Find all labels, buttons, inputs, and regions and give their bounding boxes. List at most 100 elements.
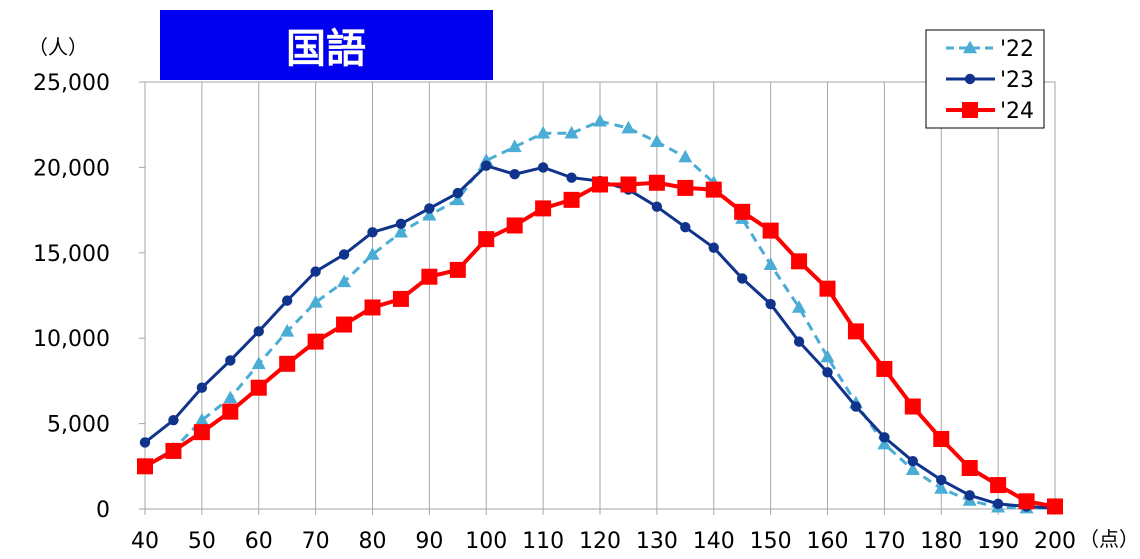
data-point [223, 390, 238, 404]
data-point [648, 174, 665, 191]
data-point [879, 432, 890, 443]
series-2 [137, 174, 1063, 515]
data-point [165, 442, 182, 459]
data-point [850, 401, 862, 412]
x-tick-label: 190 [977, 529, 1019, 554]
y-tick-label: 0 [96, 498, 110, 523]
x-tick-label: 180 [920, 529, 962, 554]
legend-marker [964, 73, 976, 85]
data-point [933, 430, 950, 447]
data-point [336, 316, 353, 333]
data-point [819, 280, 836, 297]
data-point [877, 436, 892, 450]
data-point [992, 498, 1004, 510]
x-tick-labels: 40 50 60 70 80 90 100 110 120 130 140 150 160 170 180 1… [131, 509, 1076, 554]
x-tick-label: 100 [465, 529, 507, 554]
x-tick-label: 160 [807, 529, 849, 554]
data-point [537, 162, 549, 173]
data-point [905, 462, 920, 475]
data-point [708, 242, 719, 253]
y-tick-labels: 0 5,000 10,000 15,000 20,000 25,000 [33, 71, 145, 523]
x-tick-label: 60 [245, 529, 273, 554]
data-point [563, 191, 580, 208]
x-axis-unit-label: （点） [1079, 527, 1139, 551]
data-point [281, 295, 293, 306]
data-point [734, 203, 751, 220]
data-point [736, 273, 748, 284]
data-point [338, 249, 350, 260]
data-point [307, 333, 324, 350]
x-tick-label: 110 [522, 529, 564, 554]
data-point [907, 455, 919, 467]
data-point [649, 134, 664, 148]
data-point [536, 125, 551, 139]
x-tick-label: 90 [415, 529, 443, 554]
data-point [705, 181, 722, 198]
data-point [592, 176, 608, 193]
data-point [1018, 493, 1035, 510]
data-point [481, 160, 492, 171]
data-point [820, 349, 835, 363]
legend: '22 '23 '24 [925, 29, 1045, 129]
data-point [678, 149, 693, 163]
legend-item-2: '24 [946, 99, 1034, 124]
x-tick-label: 80 [359, 529, 387, 554]
data-point [651, 201, 663, 212]
data-point [593, 113, 607, 127]
data-point [564, 125, 579, 139]
data-point [251, 356, 266, 370]
data-point [677, 179, 694, 196]
legend-marker [962, 102, 978, 118]
data-point [393, 224, 408, 238]
data-point [253, 326, 264, 337]
data-point [822, 367, 833, 378]
chart-title-box: 国語 [160, 10, 493, 80]
data-point [763, 257, 778, 271]
data-point [452, 187, 464, 199]
title-background [160, 10, 493, 80]
data-point [904, 398, 921, 415]
data-point [250, 379, 267, 396]
data-point [222, 403, 239, 420]
x-tick-label: 140 [693, 529, 735, 554]
data-point [961, 460, 978, 477]
data-point [168, 414, 179, 426]
data-point [193, 424, 210, 441]
data-point [792, 300, 807, 313]
legend-label: '24 [1000, 99, 1034, 124]
y-axis-unit-label: （人） [28, 35, 88, 59]
data-point [620, 176, 637, 193]
data-point [279, 355, 296, 372]
data-point [680, 221, 691, 233]
data-point [450, 192, 465, 206]
legend-item-1: '23 [946, 68, 1034, 93]
data-point [847, 323, 864, 340]
y-tick-label: 15,000 [33, 242, 110, 267]
data-point [421, 268, 438, 285]
data-point [990, 477, 1007, 494]
x-tick-label: 170 [863, 529, 905, 554]
data-point [194, 412, 209, 426]
x-tick-label: 40 [131, 529, 159, 554]
data-point [395, 218, 407, 229]
data-point [280, 324, 295, 337]
data-point [509, 169, 520, 180]
data-point [535, 200, 552, 217]
data-point [964, 490, 975, 501]
data-point [762, 222, 779, 239]
x-tick-label: 130 [636, 529, 678, 554]
data-point [225, 355, 236, 366]
x-tick-label: 120 [579, 529, 621, 554]
legend-label: '23 [1000, 68, 1034, 93]
data-point [337, 274, 352, 288]
y-tick-label: 20,000 [33, 156, 110, 181]
legend-label: '22 [1000, 37, 1034, 62]
legend-marker [963, 40, 977, 54]
data-point [364, 299, 381, 316]
data-point [449, 261, 466, 278]
chart-title: 国語 [286, 26, 366, 72]
data-point [936, 474, 947, 486]
data-point [876, 360, 893, 377]
data-point [478, 231, 495, 248]
